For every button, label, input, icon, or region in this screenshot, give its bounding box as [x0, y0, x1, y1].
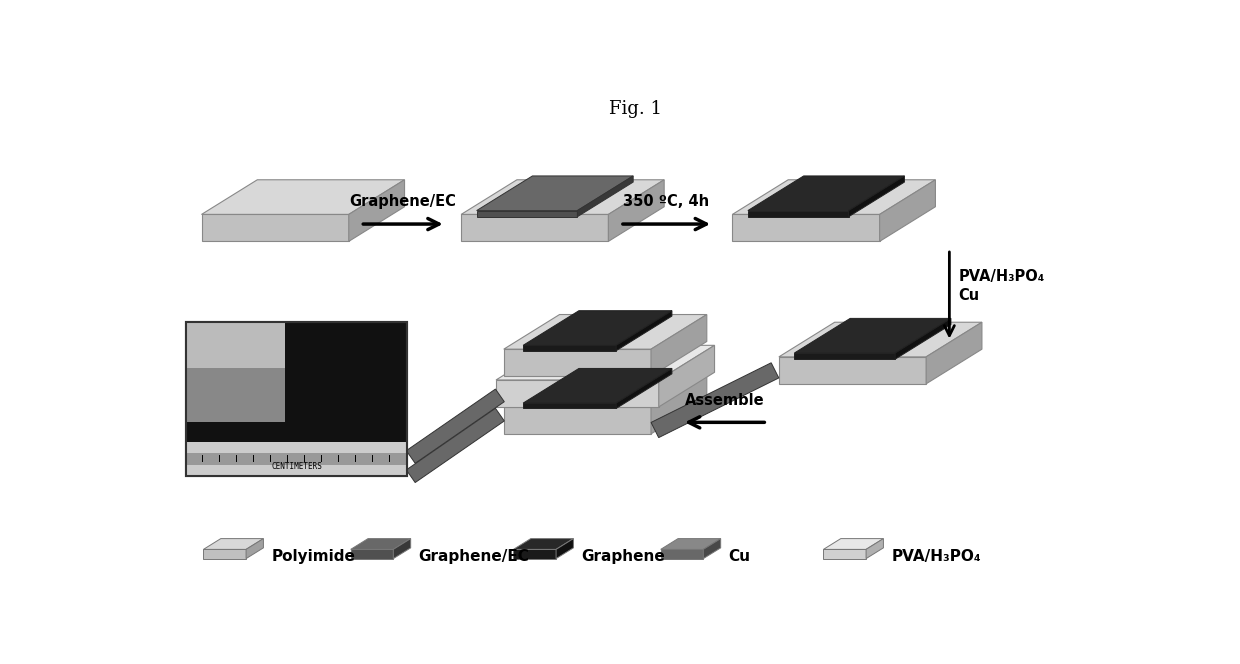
- Polygon shape: [496, 380, 658, 407]
- Bar: [186, 322, 407, 476]
- Text: PVA/H₃PO₄: PVA/H₃PO₄: [959, 268, 1045, 284]
- Polygon shape: [351, 539, 410, 549]
- Text: Polyimide: Polyimide: [272, 549, 355, 564]
- Polygon shape: [616, 369, 672, 408]
- Polygon shape: [476, 176, 634, 210]
- Text: CENTIMETERS: CENTIMETERS: [272, 463, 322, 471]
- Polygon shape: [578, 176, 634, 216]
- Text: Fig. 1: Fig. 1: [609, 100, 662, 118]
- Polygon shape: [503, 315, 707, 349]
- Polygon shape: [523, 403, 616, 408]
- Polygon shape: [658, 345, 714, 407]
- Polygon shape: [461, 180, 665, 214]
- Polygon shape: [651, 373, 707, 434]
- Polygon shape: [733, 180, 935, 214]
- Polygon shape: [795, 353, 895, 359]
- Polygon shape: [201, 180, 404, 214]
- Polygon shape: [503, 373, 707, 407]
- Polygon shape: [651, 315, 707, 376]
- Text: Cu: Cu: [959, 288, 980, 303]
- Text: Cu: Cu: [728, 549, 750, 564]
- Polygon shape: [823, 539, 883, 549]
- Polygon shape: [523, 311, 672, 345]
- Polygon shape: [779, 357, 926, 384]
- Polygon shape: [556, 539, 573, 558]
- Bar: [186, 322, 285, 422]
- Polygon shape: [201, 214, 348, 242]
- Polygon shape: [651, 363, 779, 438]
- Polygon shape: [795, 318, 951, 353]
- Polygon shape: [496, 345, 714, 380]
- Text: Graphene/EC: Graphene/EC: [418, 549, 529, 564]
- Polygon shape: [393, 539, 410, 558]
- Bar: [186, 322, 407, 476]
- Text: PVA/H₃PO₄: PVA/H₃PO₄: [892, 549, 981, 564]
- Polygon shape: [748, 210, 848, 216]
- Text: Assemble: Assemble: [684, 394, 764, 408]
- Polygon shape: [351, 549, 393, 558]
- Polygon shape: [476, 210, 578, 216]
- Text: Graphene: Graphene: [582, 549, 665, 564]
- Polygon shape: [703, 539, 720, 558]
- Polygon shape: [523, 345, 616, 351]
- Polygon shape: [348, 180, 404, 242]
- Bar: [186, 442, 407, 476]
- Polygon shape: [513, 539, 573, 549]
- Polygon shape: [616, 311, 672, 351]
- Polygon shape: [779, 322, 982, 357]
- Polygon shape: [407, 389, 505, 463]
- Polygon shape: [848, 176, 904, 216]
- Bar: [186, 322, 285, 369]
- Polygon shape: [203, 539, 263, 549]
- Polygon shape: [661, 539, 720, 549]
- Polygon shape: [823, 549, 866, 558]
- Polygon shape: [926, 322, 982, 384]
- Text: Graphene/EC: Graphene/EC: [350, 194, 456, 208]
- Polygon shape: [503, 349, 651, 376]
- Polygon shape: [661, 549, 703, 558]
- Bar: [186, 453, 407, 465]
- Polygon shape: [523, 369, 672, 403]
- Polygon shape: [407, 408, 505, 483]
- Polygon shape: [203, 549, 246, 558]
- Polygon shape: [748, 176, 904, 210]
- Polygon shape: [503, 407, 651, 434]
- Polygon shape: [895, 318, 951, 359]
- Polygon shape: [461, 214, 609, 242]
- Polygon shape: [879, 180, 935, 242]
- Polygon shape: [513, 549, 556, 558]
- Polygon shape: [866, 539, 883, 558]
- Text: 350 ºC, 4h: 350 ºC, 4h: [624, 194, 709, 208]
- Polygon shape: [733, 214, 879, 242]
- Polygon shape: [246, 539, 263, 558]
- Polygon shape: [609, 180, 665, 242]
